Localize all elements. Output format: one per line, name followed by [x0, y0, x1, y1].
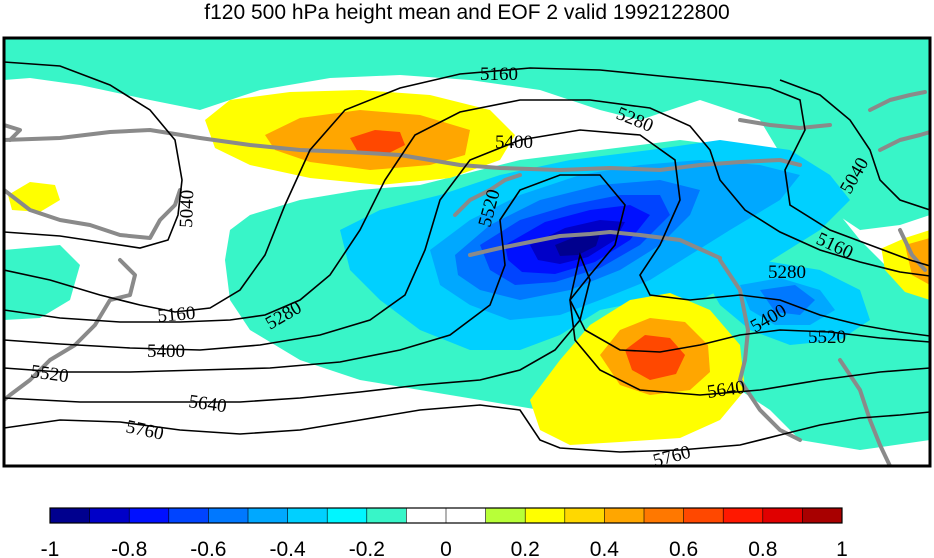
- contour-5640: [4, 252, 930, 403]
- contour-label: 5520: [29, 361, 70, 387]
- colorbar-swatch: [406, 508, 447, 523]
- colorbar-tick-label: -1: [41, 538, 60, 558]
- colorbar-swatch: [762, 508, 803, 523]
- contour-5400: [4, 129, 930, 351]
- colorbar-tick-label: 1: [836, 538, 848, 558]
- contour-label: 5640: [187, 391, 228, 417]
- coastline: [898, 228, 927, 272]
- contour-label: 5160: [480, 64, 518, 85]
- contour-label: 5160: [157, 303, 197, 327]
- contour-5040: [4, 61, 183, 249]
- colorbar-swatch: [723, 508, 764, 523]
- colorbar-ticks: -1 -0.8 -0.6 -0.4 -0.2 0 0.2 0.4 0.6 0.8 1: [41, 538, 848, 558]
- contour-5760: [4, 404, 930, 453]
- coastline: [4, 258, 137, 402]
- colorbar-swatch: [168, 508, 209, 523]
- colorbar-tick-label: 0.2: [511, 538, 540, 558]
- colorbar-swatch: [446, 508, 486, 523]
- colorbar-swatch: [564, 508, 605, 523]
- contour-label: 5400: [147, 341, 185, 362]
- coastline: [453, 173, 522, 217]
- colorbar-swatch: [802, 508, 843, 523]
- contour-label: 5040: [176, 189, 198, 228]
- colorbar-tick-label: 0.4: [590, 538, 620, 558]
- anomaly-region: [860, 215, 930, 250]
- colorbar-swatch: [366, 508, 407, 523]
- coastline: [718, 258, 802, 442]
- colorbar-swatch: [248, 508, 288, 523]
- contour-5520: [4, 174, 930, 373]
- colorbar-swatch: [208, 508, 249, 523]
- contour-label: 5520: [808, 327, 846, 348]
- contour-5280: [4, 99, 930, 323]
- chart-title: f120 500 hPa height mean and EOF 2 valid…: [204, 1, 730, 24]
- map-plot-area: [4, 38, 930, 466]
- plot-frame: [2, 36, 932, 468]
- colorbar-tick-label: 0: [440, 538, 452, 558]
- colorbar-swatch: [485, 508, 526, 523]
- colorbar-tick-label: 0.8: [748, 538, 777, 558]
- coastline: [4, 188, 182, 240]
- contour-5040: [779, 79, 930, 211]
- contour-5160: [4, 67, 930, 313]
- colorbar-swatch: [683, 508, 724, 523]
- colorbar-swatch: [287, 508, 328, 523]
- coastline: [4, 128, 802, 172]
- anomaly-region: [4, 245, 80, 320]
- colorbar-swatch: [129, 508, 170, 523]
- colorbar-tick-label: -0.4: [270, 538, 307, 558]
- anomaly-region: [625, 335, 685, 380]
- anomaly-region: [555, 234, 600, 256]
- coastline: [868, 90, 927, 112]
- colorbar: [49, 507, 843, 524]
- coastline: [878, 130, 930, 152]
- colorbar-swatch: [644, 508, 684, 523]
- colorbar-swatch: [89, 508, 130, 523]
- contour-label: 5400: [495, 132, 533, 153]
- colorbar-tick-label: -0.6: [190, 538, 226, 558]
- colorbar-tick-label: -0.8: [111, 538, 147, 558]
- colorbar-swatch: [50, 508, 90, 523]
- colorbar-swatch: [604, 508, 645, 523]
- anomaly-region: [350, 130, 405, 155]
- colorbar-tick-label: 0.6: [669, 538, 698, 558]
- colorbar-tick-label: -0.2: [349, 538, 385, 558]
- coastline: [468, 230, 722, 260]
- colorbar-swatch: [525, 508, 566, 523]
- coastline: [838, 358, 892, 466]
- colorbar-swatch: [327, 508, 368, 523]
- contour-label: 5640: [706, 377, 747, 403]
- coastline: [738, 118, 832, 130]
- anomaly-region: [4, 38, 930, 250]
- contour-label: 5280: [768, 262, 806, 283]
- coastline: [4, 123, 22, 142]
